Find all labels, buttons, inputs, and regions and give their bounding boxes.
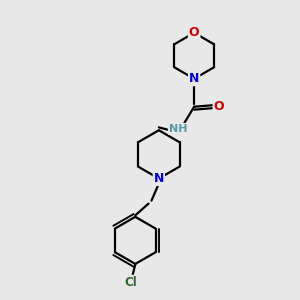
Text: O: O	[189, 26, 200, 39]
Text: N: N	[154, 172, 164, 185]
Text: NH: NH	[169, 124, 187, 134]
Text: O: O	[214, 100, 224, 113]
Text: N: N	[189, 72, 200, 85]
Text: Cl: Cl	[125, 276, 137, 289]
